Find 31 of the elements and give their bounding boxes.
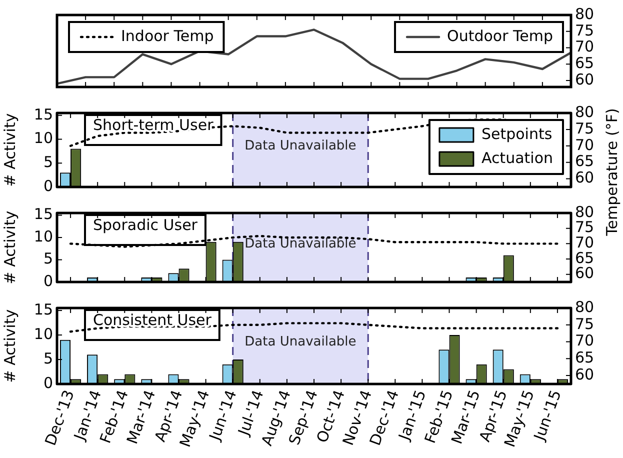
band-label: Data Unavailable: [244, 138, 356, 154]
y-tick-label: 15: [34, 105, 53, 124]
y-tick-label: 15: [34, 300, 53, 318]
y-tick-label: 0: [43, 176, 53, 195]
y-tick-label: 60: [575, 70, 594, 88]
y-tick-label: 0: [43, 272, 53, 290]
y-tick-label: 75: [575, 21, 594, 40]
legend-label: Outdoor Temp: [447, 26, 554, 45]
y-tick-label: 80: [575, 4, 594, 23]
y-tick-label: 65: [575, 54, 594, 72]
band-label: Data Unavailable: [244, 236, 356, 252]
chart-title: Short-term User: [93, 116, 214, 134]
y-tick-label: 10: [34, 324, 53, 343]
y-tick-label: 10: [34, 129, 53, 148]
y-tick-label: 10: [34, 227, 53, 246]
band-label: Data Unavailable: [244, 334, 356, 350]
y-tick-label: 5: [43, 153, 53, 172]
y-tick-label: 0: [43, 374, 53, 392]
y-axis-title: # Activity: [0, 309, 19, 383]
legend-label: Actuation: [481, 148, 554, 167]
y-axis-title: # Activity: [0, 113, 19, 187]
y-axis-title: # Activity: [0, 210, 19, 284]
y2-axis-title: Temperature (°F): [603, 108, 621, 236]
y-tick-label: 5: [43, 250, 53, 268]
y-tick-label: 70: [575, 38, 594, 56]
chart-title: Sporadic User: [93, 216, 198, 234]
chart-title: Consistent User: [93, 310, 212, 329]
legend-label: Setpoints: [481, 124, 552, 143]
y-tick-label: 15: [34, 205, 53, 224]
legend-label: Indoor Temp: [121, 26, 214, 45]
y-tick-label: 5: [43, 349, 53, 368]
